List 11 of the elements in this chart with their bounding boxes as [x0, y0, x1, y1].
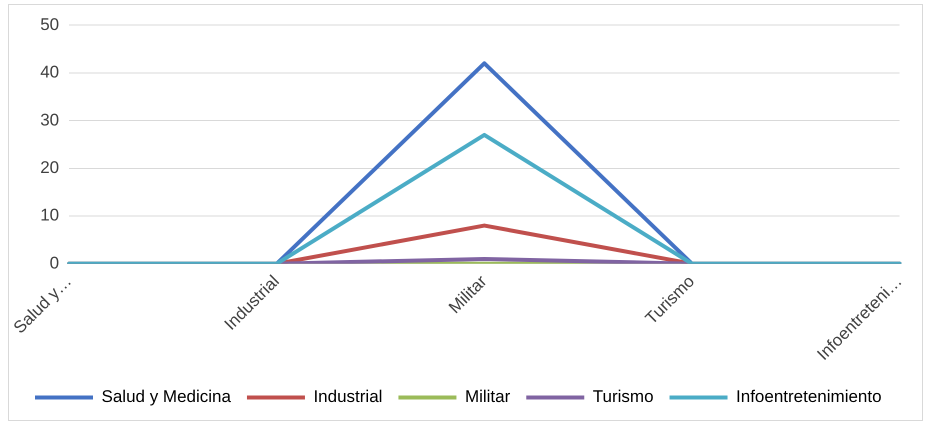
legend-label: Salud y Medicina: [102, 387, 232, 406]
legend-label: Industrial: [313, 387, 382, 406]
y-tick-label: 30: [40, 110, 60, 130]
y-tick-label: 10: [40, 206, 60, 225]
legend-label: Turismo: [592, 387, 654, 406]
y-tick-label: 0: [50, 253, 60, 272]
legend-label: Infoentretenimiento: [736, 387, 882, 406]
y-tick-label: 40: [40, 62, 60, 82]
y-tick-label: 20: [40, 158, 60, 177]
legend-label: Militar: [464, 387, 511, 406]
y-tick-label: 50: [40, 14, 60, 34]
